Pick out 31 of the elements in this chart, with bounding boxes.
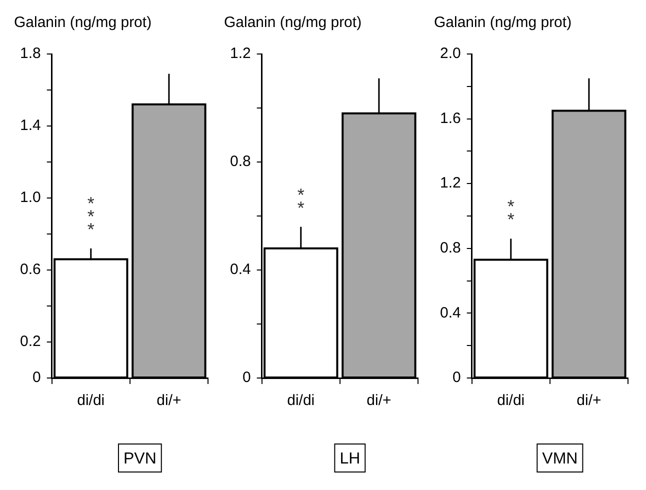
y-tick-label: 0.2	[20, 333, 41, 350]
y-tick-label: 0.4	[440, 304, 461, 322]
y-tick-label: 0.6	[20, 261, 41, 278]
x-axis-title: PVN	[123, 450, 156, 468]
annotation: **	[507, 196, 514, 230]
y-tick-label: 0.8	[230, 153, 251, 170]
x-tick-label: di/+	[366, 392, 392, 410]
y-tick-label: 1.2	[230, 45, 251, 62]
annotation: ***	[87, 193, 94, 240]
x-tick-label: di/di	[287, 392, 315, 410]
chart-title: Galanin (ng/mg prot)	[224, 14, 362, 32]
y-tick-label: 1.0	[20, 189, 41, 206]
chart-title: Galanin (ng/mg prot)	[434, 14, 572, 32]
x-axis-title: LH	[340, 450, 360, 468]
y-tick-label: 0.8	[440, 240, 461, 257]
x-tick-label: di/di	[77, 392, 105, 410]
x-axis-title: VMN	[542, 450, 578, 468]
y-tick-label: 1.6	[440, 110, 461, 127]
x-tick-label: di/di	[497, 392, 525, 410]
y-tick-label: 2.0	[440, 45, 461, 62]
annotation: **	[297, 184, 304, 218]
y-tick-label: 1.2	[440, 174, 461, 192]
y-tick-label: 1.8	[20, 45, 41, 62]
x-tick-label: di/+	[576, 392, 602, 410]
y-tick-label: 0	[32, 369, 41, 386]
chart-title: Galanin (ng/mg prot)	[14, 14, 152, 32]
y-tick-label: 0	[242, 369, 251, 386]
x-tick-label: di/+	[156, 392, 182, 410]
y-tick-label: 0.4	[230, 261, 251, 278]
y-tick-label: 1.4	[20, 117, 41, 134]
y-tick-label: 0	[452, 369, 461, 386]
